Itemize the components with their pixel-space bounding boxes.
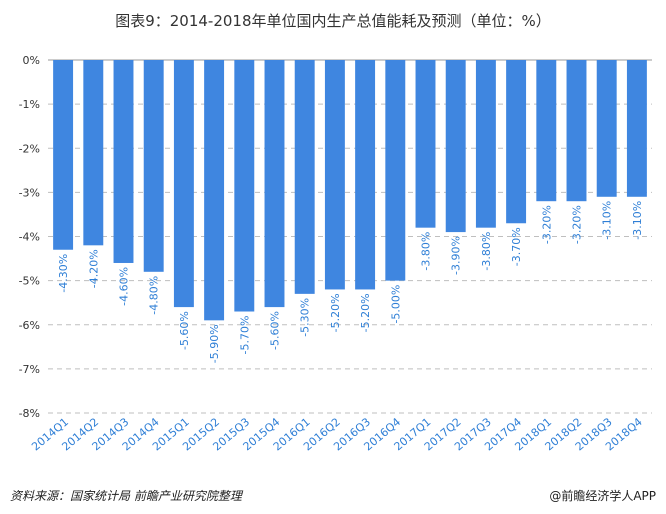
source-note: 资料来源：国家统计局 前瞻产业研究院整理 <box>10 489 242 503</box>
data-label: -4.60% <box>118 267 131 306</box>
data-label: -5.30% <box>299 298 312 337</box>
data-label: -5.70% <box>238 316 251 355</box>
data-label: -4.80% <box>148 276 161 315</box>
data-label: -3.10% <box>631 201 644 240</box>
data-label: -5.60% <box>269 311 282 350</box>
data-label: -4.20% <box>87 249 100 288</box>
bar <box>83 60 104 246</box>
bar <box>415 60 436 228</box>
y-tick-label: -6% <box>19 319 40 332</box>
y-tick-label: -2% <box>19 142 40 155</box>
data-label: -3.20% <box>571 205 584 244</box>
bar <box>536 60 557 202</box>
data-label: -5.60% <box>178 311 191 350</box>
data-label: -3.70% <box>510 227 523 266</box>
y-tick-label: -8% <box>19 407 40 420</box>
bar <box>143 60 164 272</box>
y-tick-label: -7% <box>19 363 40 376</box>
bar <box>113 60 134 263</box>
bar <box>264 60 285 308</box>
bar <box>626 60 647 197</box>
bar <box>234 60 255 312</box>
data-label: -5.20% <box>329 293 342 332</box>
data-label: -3.90% <box>450 236 463 275</box>
data-label: -4.30% <box>57 254 70 293</box>
data-label: -3.10% <box>601 201 614 240</box>
chart-title: 图表9：2014-2018年单位国内生产总值能耗及预测（单位：%） <box>115 12 551 30</box>
data-label: -5.90% <box>208 324 221 363</box>
y-tick-label: -5% <box>19 275 40 288</box>
bar <box>385 60 406 281</box>
bar <box>506 60 527 224</box>
bar <box>475 60 496 228</box>
data-label: -5.00% <box>389 285 402 324</box>
bar <box>204 60 225 321</box>
bar <box>324 60 345 290</box>
data-label: -3.80% <box>420 232 433 271</box>
bar <box>596 60 617 197</box>
brand-credit: @前瞻经济学人APP <box>549 489 656 503</box>
y-tick-label: -3% <box>19 186 40 199</box>
y-tick-label: -4% <box>19 231 40 244</box>
y-tick-label: -1% <box>19 98 40 111</box>
bar <box>294 60 315 294</box>
bar <box>566 60 587 202</box>
bar <box>445 60 466 233</box>
bar <box>53 60 74 250</box>
data-label: -5.20% <box>359 293 372 332</box>
data-label: -3.80% <box>480 232 493 271</box>
bar <box>355 60 376 290</box>
data-label: -3.20% <box>540 205 553 244</box>
bar <box>173 60 194 308</box>
y-tick-label: 0% <box>23 54 40 67</box>
